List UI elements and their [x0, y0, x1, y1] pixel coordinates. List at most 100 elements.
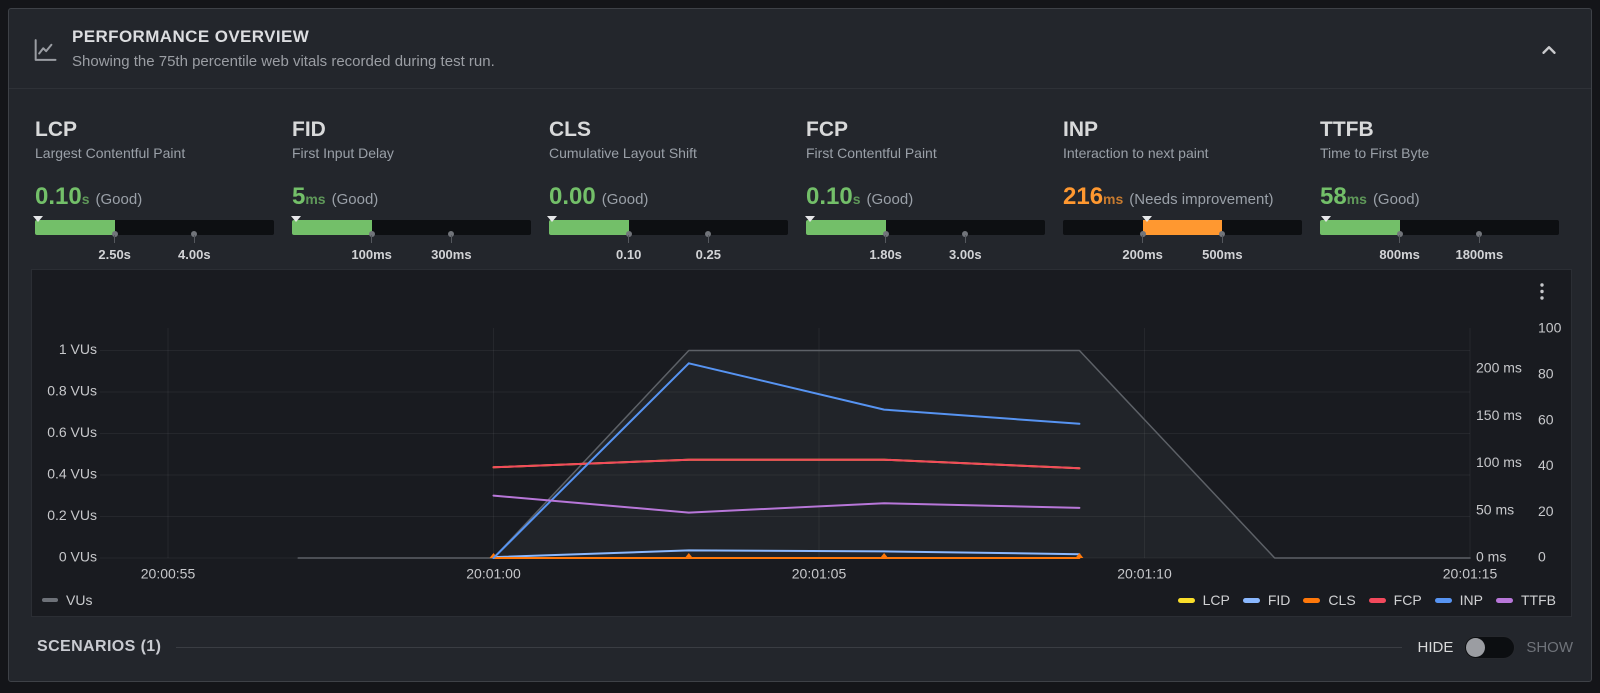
gauge-value-marker [1320, 216, 1331, 222]
axis-label: 0.8 VUs [47, 383, 97, 399]
line-chart-icon [31, 36, 59, 64]
legend-item-fcp[interactable]: FCP [1368, 592, 1422, 608]
performance-overview-card: PERFORMANCE OVERVIEW Showing the 75th pe… [8, 8, 1592, 682]
timeseries-chart: 1 VUs 0.8 VUs 0.6 VUs 0.4 VUs 0.2 VUs 0 VUs 20… [47, 320, 1561, 582]
gauge-tick-label: 100ms [351, 247, 392, 262]
metric-value: 0.10 [806, 183, 853, 210]
metric-unit: ms [1103, 191, 1124, 207]
legend-swatch [1303, 597, 1321, 603]
series-line-fcp [492, 458, 1081, 470]
metric-value-row: 0.10s (Good) [35, 184, 274, 213]
threshold-gauge: 2.50s 4.00s [33, 216, 274, 270]
metric-card-lcp: LCP Largest Contentful Paint 0.10s (Good) 2.… [33, 117, 274, 270]
toggle-knob [1466, 637, 1486, 657]
legend-vus[interactable]: VUs [42, 592, 92, 608]
legend-swatch [1242, 597, 1260, 603]
metric-card-fid: FID First Input Delay 5ms (Good) 100ms 300ms [290, 117, 531, 270]
gauge-fill [549, 220, 629, 235]
legend-label: LCP [1202, 592, 1230, 608]
gauge-tick-dot [1139, 231, 1146, 237]
metric-status: (Good) [95, 191, 143, 208]
gauge-value-marker [33, 216, 44, 222]
gauge-tick-label: 500ms [1202, 247, 1243, 262]
hide-show-toggle[interactable] [1464, 635, 1516, 659]
metric-subtitle: Largest Contentful Paint [35, 145, 186, 161]
gauge-tick-dot [625, 231, 632, 237]
gauge-tick-stem [885, 235, 887, 243]
gauge-tick-dot [882, 231, 889, 237]
gauge-tick-label: 1800ms [1455, 247, 1504, 262]
kebab-menu-icon[interactable] [1529, 278, 1555, 308]
legend-item-fid[interactable]: FID [1242, 592, 1291, 608]
axis-label: 80 [1538, 366, 1554, 382]
legend-item-inp[interactable]: INP [1434, 592, 1483, 608]
legend-swatch [1177, 597, 1195, 603]
gauge-tick-dot [448, 231, 455, 237]
gauge-track [1063, 216, 1302, 235]
metric-value-row: 216ms (Needs improvement) [1063, 184, 1302, 213]
gauge-track [546, 216, 788, 235]
gauge-tick-stem [628, 235, 630, 243]
metric-card-inp: INP Interaction to next paint 216ms (Needs … [1063, 117, 1302, 270]
axis-label: 0 [1538, 549, 1546, 565]
web-vitals-metrics: LCP Largest Contentful Paint 0.10s (Good) 2.… [9, 89, 1591, 269]
hide-label[interactable]: HIDE [1417, 638, 1454, 656]
threshold-gauge: 800ms 1800ms [1320, 216, 1559, 270]
legend-item-cls[interactable]: CLS [1303, 592, 1356, 608]
gauge-tick-label: 3.00s [949, 247, 982, 262]
metric-status: (Needs improvement) [1129, 191, 1274, 208]
metric-value: 0.00 [549, 183, 596, 210]
metric-card-ttfb: TTFB Time to First Byte 58ms (Good) 800ms 180… [1320, 117, 1559, 270]
metric-status: (Good) [331, 191, 379, 208]
cls-marker [684, 553, 693, 558]
chart-legend: LCP FID CLS FCP INP TTFB [1177, 592, 1556, 608]
gauge-tick-label: 300ms [431, 247, 472, 262]
metric-card-fcp: FCP First Contentful Paint 0.10s (Good) 1.80… [805, 117, 1045, 270]
legend-label: INP [1459, 592, 1483, 608]
axis-label: 50 ms [1476, 501, 1514, 517]
metric-card-cls: CLS Cumulative Layout Shift 0.00 (Good) 0.10… [546, 117, 788, 270]
legend-item-lcp[interactable]: LCP [1177, 592, 1230, 608]
gauge-tick-label: 0.25 [695, 247, 721, 262]
show-label[interactable]: SHOW [1526, 638, 1573, 656]
vus-legend-swatch [42, 598, 58, 602]
gauge-tick-stem [1478, 235, 1480, 243]
axis-label: 20:01:00 [466, 566, 521, 582]
metric-value-row: 5ms (Good) [292, 184, 531, 213]
metric-status: (Good) [601, 191, 649, 208]
threshold-gauge: 0.10 0.25 [546, 216, 788, 270]
metric-subtitle: Interaction to next paint [1063, 145, 1209, 161]
divider [176, 646, 1403, 648]
gauge-tick-label: 0.10 [616, 247, 642, 262]
gauge-fill [806, 220, 886, 235]
axis-label: 0.2 VUs [47, 507, 97, 523]
metric-value: 0.10 [35, 183, 82, 210]
series-line-fid [492, 549, 1081, 559]
legend-label: FID [1267, 592, 1291, 608]
axis-label: 20 [1538, 503, 1554, 519]
gauge-fill [1142, 220, 1223, 235]
metric-subtitle: First Input Delay [292, 145, 394, 161]
page-subtitle: Showing the 75th percentile web vitals r… [72, 53, 495, 70]
cls-marker [1075, 553, 1084, 558]
page-title: PERFORMANCE OVERVIEW [72, 27, 310, 46]
gauge-tick-stem [193, 235, 195, 243]
gauge-fill [35, 220, 115, 235]
legend-item-ttfb[interactable]: TTFB [1496, 592, 1556, 608]
gauge-track [290, 216, 531, 235]
gauge-tick-stem [1142, 235, 1144, 243]
chevron-up-icon[interactable] [1535, 39, 1563, 63]
gauge-fill [292, 220, 372, 235]
vus-area-fill [298, 350, 1471, 558]
axis-label: 0.6 VUs [47, 424, 97, 440]
metric-title: FCP [806, 118, 848, 141]
gauge-track [33, 216, 274, 235]
scenarios-bar: SCENARIOS (1) HIDE SHOW [9, 627, 1591, 667]
metric-value: 5 [292, 183, 306, 210]
gauge-tick-dot [1396, 231, 1403, 237]
metric-title: INP [1063, 118, 1099, 141]
axis-label: 20:01:05 [792, 566, 847, 582]
gauge-tick-dot [1219, 231, 1226, 237]
gauge-tick-label: 800ms [1379, 247, 1420, 262]
gauge-value-marker [1141, 216, 1152, 222]
